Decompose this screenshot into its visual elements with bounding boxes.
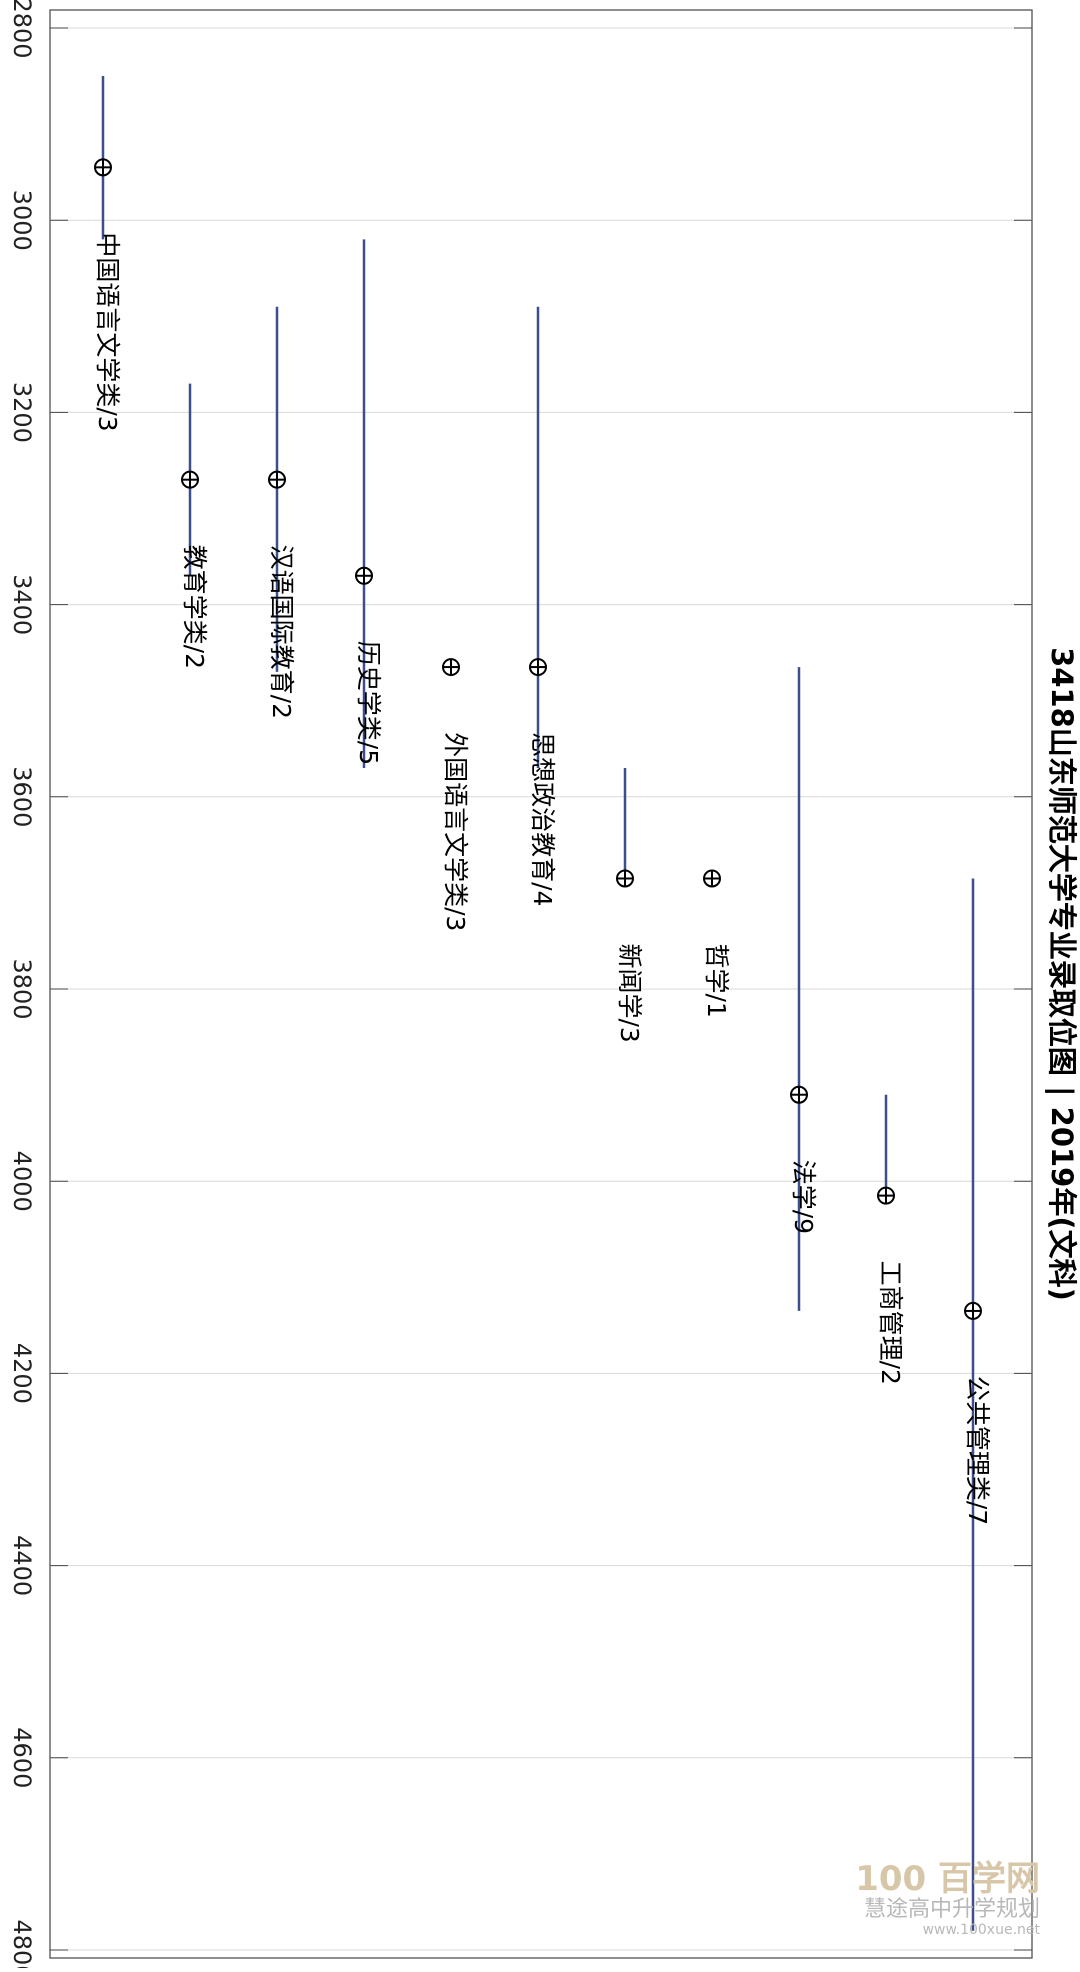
category-label: 公共管理类/7	[963, 1376, 992, 1525]
tick-label: 4000	[8, 1151, 36, 1212]
category-label: 中国语言文学类/3	[93, 232, 122, 431]
category-label: 外国语言文学类/3	[441, 732, 470, 931]
tick-label: 4600	[8, 1727, 36, 1788]
tick-label: 3000	[8, 190, 36, 251]
watermark-url-text: www.100xue.net	[922, 1921, 1040, 1938]
tick-label: 4200	[8, 1343, 36, 1404]
category-label: 汉语国际教育/2	[267, 545, 296, 719]
tick-label: 2800	[8, 0, 36, 59]
tick-label: 3400	[8, 574, 36, 635]
category-label: 法学/9	[789, 1160, 818, 1234]
tick-label: 3600	[8, 766, 36, 827]
plot-frame	[49, 9, 1033, 1959]
tick-label: 3800	[8, 958, 36, 1019]
tick-label: 4800	[8, 1919, 36, 1968]
category-label: 思想政治教育/4	[528, 732, 557, 906]
tick-label: 4400	[8, 1535, 36, 1596]
tick-label: 3200	[8, 382, 36, 443]
watermark-logo-text: 100 百学网	[855, 1859, 1040, 1900]
category-label: 工商管理/2	[876, 1261, 905, 1385]
watermark-brand-text: 慧途高中升学规划	[863, 1897, 1040, 1923]
chart-title: 3418山东师范大学专业录取位图 | 2019年(文科)	[1045, 647, 1079, 1301]
category-label: 历史学类/5	[354, 641, 383, 765]
watermark: 100 百学网 慧途高中升学规划 www.100xue.net	[855, 1859, 1040, 1938]
category-label: 哲学/1	[702, 943, 731, 1017]
category-label: 新闻学/3	[615, 943, 644, 1042]
category-label: 教育学类/2	[180, 545, 209, 669]
